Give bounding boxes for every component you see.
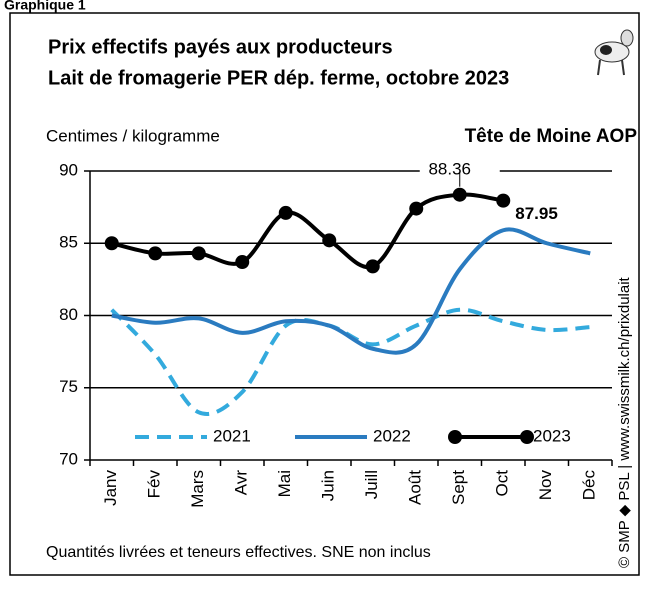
- point: [322, 233, 336, 247]
- legend-label: 2021: [213, 426, 251, 445]
- x-tick-label: Mai: [275, 470, 294, 497]
- data-label-group: 88.36: [420, 159, 500, 187]
- y-axis-label: Centimes / kilogramme: [46, 126, 220, 145]
- point: [409, 202, 423, 216]
- x-tick-label: Avr: [232, 470, 251, 496]
- cow-icon: [595, 30, 633, 75]
- data-label: 87.95: [515, 204, 558, 223]
- x-tick-label: Fév: [145, 470, 164, 499]
- y-tick-label: 90: [59, 160, 78, 179]
- x-tick-label: Sept: [449, 470, 468, 505]
- point: [496, 194, 510, 208]
- y-tick-label: 70: [59, 449, 78, 468]
- series-line: [112, 310, 591, 414]
- title: Prix effectifs payés aux producteurs: [48, 36, 393, 58]
- y-tick-label: 80: [59, 305, 78, 324]
- x-tick-label: Juin: [319, 470, 338, 501]
- y-tick-label: 85: [59, 233, 78, 252]
- point: [235, 255, 249, 269]
- legend-label: 2022: [373, 426, 411, 445]
- data-label: 88.36: [428, 159, 471, 178]
- x-tick-label: Nov: [536, 470, 555, 501]
- point: [105, 236, 119, 250]
- chart: Graphique 1 Prix effectifs payés aux pro…: [0, 0, 648, 586]
- x-tick-label: Mars: [188, 470, 207, 508]
- x-tick-label: Août: [406, 470, 425, 505]
- x-tick-label: Oct: [493, 470, 512, 497]
- point: [279, 206, 293, 220]
- legend-marker: [448, 430, 462, 444]
- y-tick-label: 75: [59, 377, 78, 396]
- x-tick-label: Déc: [580, 470, 599, 501]
- x-tick-label: Juill: [362, 470, 381, 499]
- point: [453, 188, 467, 202]
- header: Graphique 1: [4, 0, 86, 13]
- footnote: Quantités livrées et teneurs effectives.…: [46, 544, 431, 561]
- source: © SMP ◆ PSL | www.swissmilk.ch/prixdulai…: [616, 276, 633, 568]
- subtitle: Lait de fromagerie PER dép. ferme, octob…: [48, 67, 509, 89]
- legend-label: 2023: [533, 426, 571, 445]
- x-tick-label: Janv: [101, 470, 120, 506]
- legend: 2021 2022 2023: [128, 424, 588, 450]
- series-line: [112, 195, 504, 268]
- point: [366, 259, 380, 273]
- point: [192, 246, 206, 260]
- legend-marker: [520, 430, 534, 444]
- product-label: Tête de Moine AOP: [465, 126, 638, 147]
- point: [148, 246, 162, 260]
